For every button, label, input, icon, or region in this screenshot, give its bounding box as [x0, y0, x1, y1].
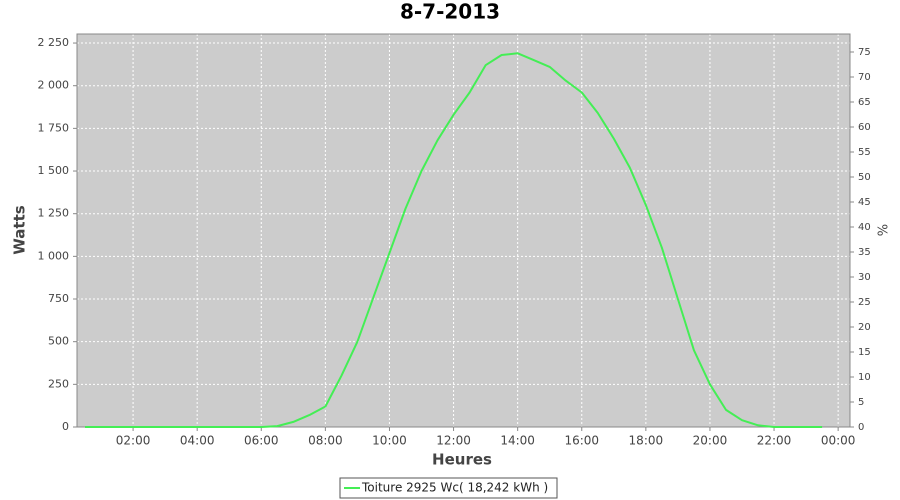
y-tick-label: 1 000: [38, 249, 70, 262]
y-tick-label: 2 250: [38, 36, 70, 49]
x-tick-label: 18:00: [629, 434, 664, 448]
x-tick-label: 10:00: [372, 434, 407, 448]
y2-tick-label: 55: [858, 147, 871, 158]
x-tick-label: 04:00: [180, 434, 215, 448]
y-tick-label: 500: [48, 335, 69, 348]
y2-tick-label: 65: [858, 97, 871, 108]
series-line: [85, 52, 823, 428]
y2-tick-label: 45: [858, 197, 871, 208]
y-axis-title: Watts: [11, 205, 29, 254]
x-tick-label: 12:00: [436, 434, 471, 448]
x-axis-title: Heures: [432, 451, 492, 469]
y2-tick-label: 35: [858, 247, 871, 258]
x-tick-label: 02:00: [116, 434, 151, 448]
x-tick-label: 08:00: [308, 434, 343, 448]
legend: Toiture 2925 Wc( 18,242 kWh ): [339, 477, 558, 499]
x-tick-label: 00:00: [821, 434, 856, 448]
y2-tick-label: 20: [858, 322, 871, 333]
y-tick-label: 0: [62, 420, 69, 433]
x-tick-label: 16:00: [564, 434, 599, 448]
y2-tick-label: 25: [858, 297, 871, 308]
y-tick-label: 1 750: [38, 121, 70, 134]
y-tick-label: 2 000: [38, 79, 70, 92]
y2-tick-label: 0: [858, 422, 864, 433]
x-tick-label: 06:00: [244, 434, 279, 448]
x-tick-label: 20:00: [693, 434, 728, 448]
y2-tick-label: 40: [858, 222, 871, 233]
y2-tick-label: 15: [858, 347, 871, 358]
y2-tick-label: 60: [858, 122, 871, 133]
y2-tick-label: 5: [858, 397, 864, 408]
y2-tick-label: 30: [858, 272, 871, 283]
y-tick-label: 1 500: [38, 164, 70, 177]
y2-tick-label: 70: [858, 72, 871, 83]
y-tick-label: 250: [48, 377, 69, 390]
y2-tick-label: 50: [858, 172, 871, 183]
x-tick-label: 22:00: [757, 434, 792, 448]
plot-area: [76, 33, 851, 428]
y2-tick-label: 10: [858, 372, 871, 383]
legend-label: Toiture 2925 Wc( 18,242 kWh ): [361, 481, 548, 495]
chart-title: 8-7-2013: [400, 0, 500, 24]
y-tick-label: 1 250: [38, 207, 70, 220]
x-tick-label: 14:00: [500, 434, 535, 448]
y-tick-label: 750: [48, 292, 69, 305]
y2-tick-label: 75: [858, 47, 871, 58]
plot-area: [76, 33, 851, 428]
legend-box: [339, 477, 558, 499]
y2-axis-title: %: [877, 224, 892, 236]
